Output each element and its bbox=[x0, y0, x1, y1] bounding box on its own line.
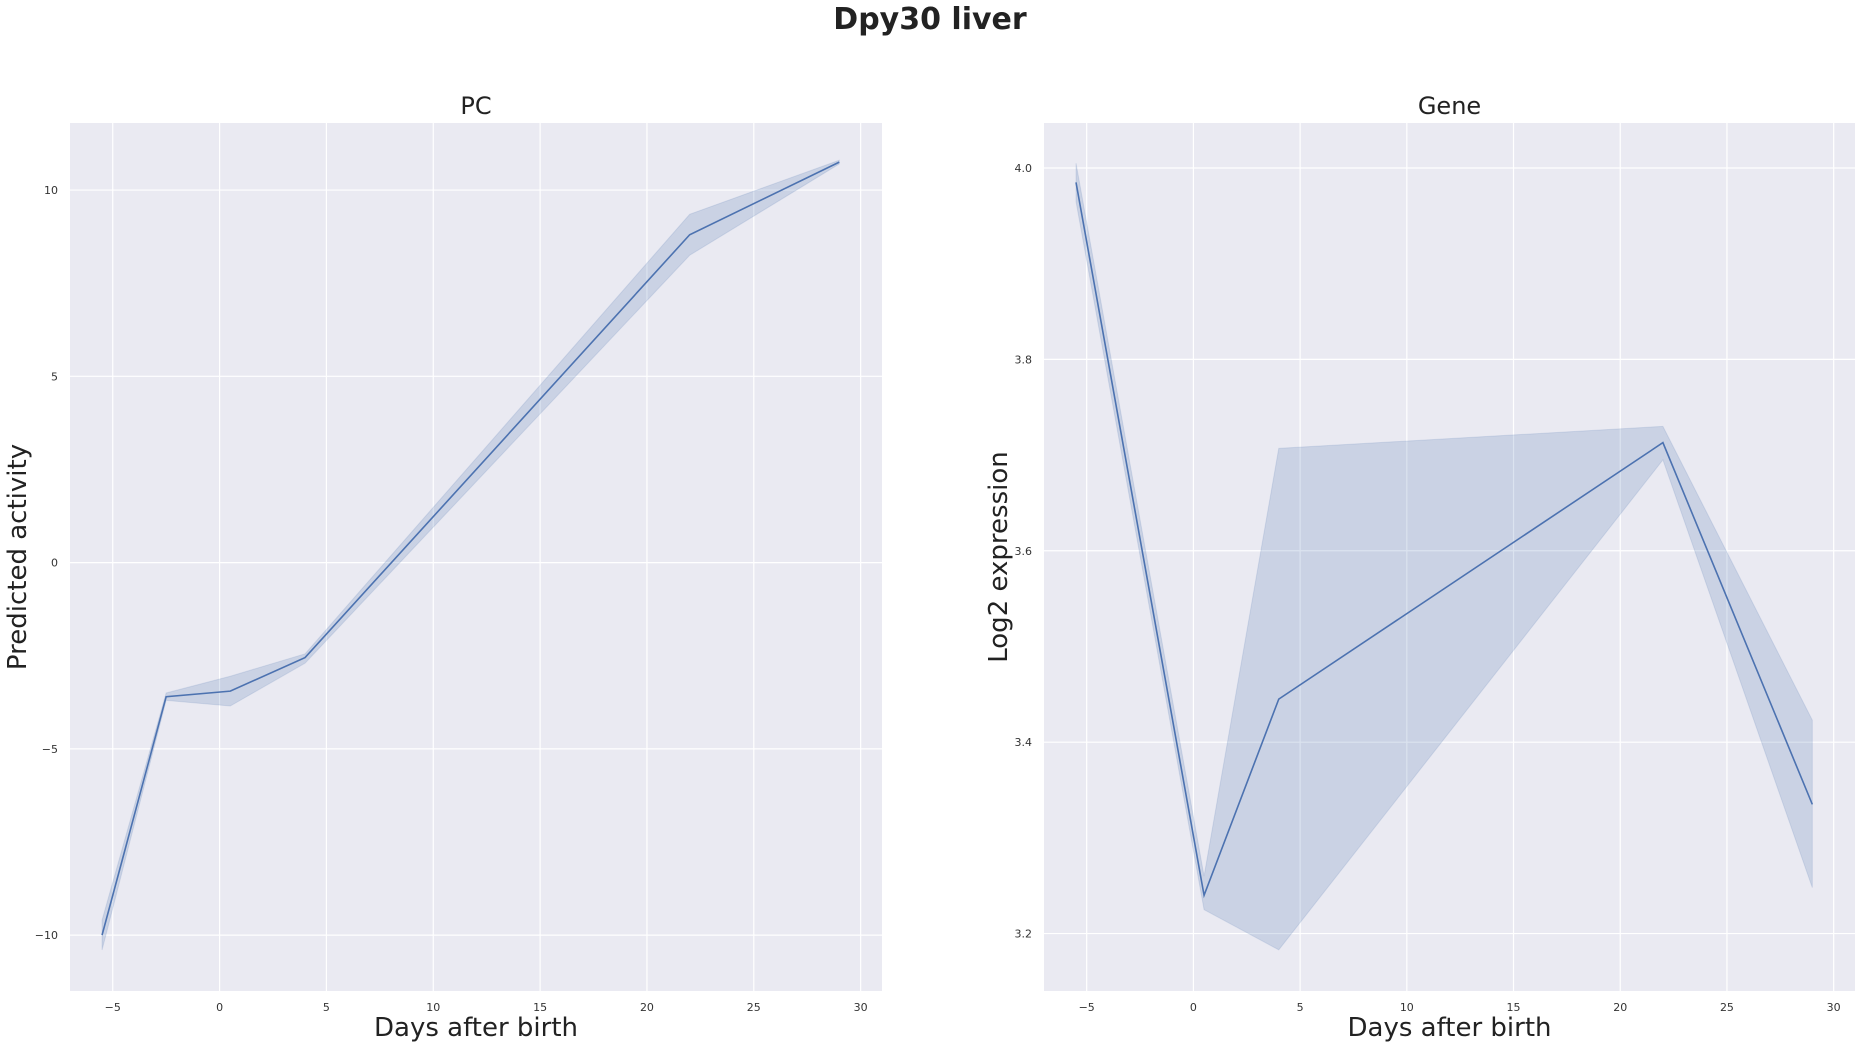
gene-confidence-band bbox=[1075, 163, 1813, 951]
gene-x-tick-label: 30 bbox=[1827, 1001, 1841, 1014]
gene-y-tick-label: 3.6 bbox=[1015, 545, 1033, 558]
gene-x-tick-label: 25 bbox=[1720, 1001, 1734, 1014]
pc-x-tick-label: 25 bbox=[747, 1001, 761, 1014]
pc-x-tick-label: 0 bbox=[216, 1001, 223, 1014]
gene-x-tick-label: 10 bbox=[1400, 1001, 1414, 1014]
gene-x-tick-label: 5 bbox=[1297, 1001, 1304, 1014]
pc-confidence-band bbox=[101, 159, 840, 951]
pc-x-tick-label: 5 bbox=[323, 1001, 330, 1014]
pc-x-tick-label: 20 bbox=[640, 1001, 654, 1014]
pc-y-tick-label: 5 bbox=[51, 370, 58, 383]
pc-y-tick-label: 10 bbox=[44, 184, 58, 197]
gene-x-tick-label: −5 bbox=[1079, 1001, 1095, 1014]
figure-title: Dpy30 liver bbox=[833, 2, 1027, 37]
pc-x-axis-label: Days after birth bbox=[374, 1013, 578, 1043]
gene-y-tick-label: 3.8 bbox=[1015, 353, 1033, 366]
gene-panel-title: Gene bbox=[1418, 92, 1481, 120]
gene-y-tick-label: 4.0 bbox=[1015, 162, 1033, 175]
pc-y-axis-label: Predicted activity bbox=[3, 444, 33, 670]
gene-series-line bbox=[1075, 182, 1814, 899]
panel-pc: −5 0 5 10 15 20 25 30 −10 −5 0 5 10 PC Days after birt… bbox=[3, 92, 882, 1043]
pc-y-tick-label: −5 bbox=[42, 743, 58, 756]
pc-y-tick-label: 0 bbox=[51, 557, 58, 570]
gene-x-tick-label: 20 bbox=[1613, 1001, 1627, 1014]
gene-y-tick-label: 3.4 bbox=[1015, 736, 1033, 749]
gene-y-axis-label: Log2 expression bbox=[984, 451, 1014, 663]
pc-panel-title: PC bbox=[460, 92, 491, 120]
panel-gene: −5 0 5 10 15 20 25 30 3.2 3.4 3.6 3.8 4.0 Gene Days af… bbox=[984, 92, 1855, 1043]
gene-y-tick-label: 3.2 bbox=[1015, 928, 1033, 941]
pc-x-tick-label: −5 bbox=[105, 1001, 121, 1014]
pc-x-tick-label: 30 bbox=[854, 1001, 868, 1014]
gene-x-tick-label: 15 bbox=[1507, 1001, 1521, 1014]
pc-plot-area bbox=[70, 123, 882, 991]
gene-plot-area bbox=[1044, 123, 1855, 991]
pc-x-tick-label: 10 bbox=[426, 1001, 440, 1014]
pc-y-tick-label: −10 bbox=[35, 929, 58, 942]
gene-x-tick-label: 0 bbox=[1190, 1001, 1197, 1014]
pc-series-line bbox=[101, 161, 840, 936]
gene-x-axis-label: Days after birth bbox=[1347, 1013, 1551, 1043]
pc-x-tick-label: 15 bbox=[533, 1001, 547, 1014]
